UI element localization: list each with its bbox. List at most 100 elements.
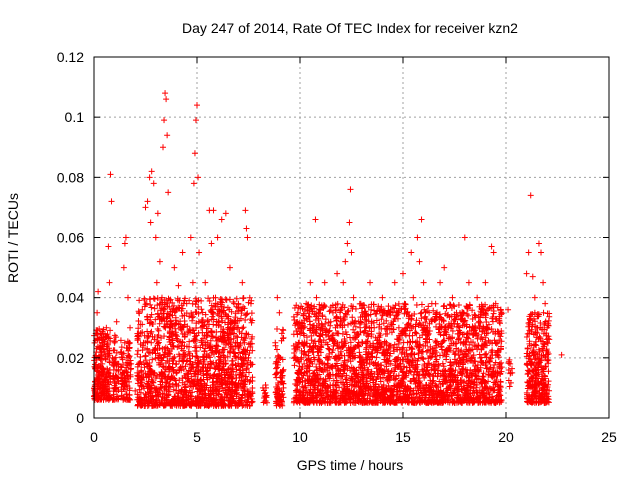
data-point	[395, 300, 402, 307]
data-point	[235, 402, 242, 409]
data-point	[148, 304, 155, 311]
data-point	[237, 315, 244, 322]
data-point	[161, 117, 168, 124]
data-point	[151, 295, 158, 302]
data-point	[218, 394, 225, 401]
data-point	[187, 389, 194, 396]
data-point	[235, 308, 242, 315]
data-point	[362, 324, 369, 331]
data-point	[241, 383, 248, 390]
data-point	[180, 324, 187, 331]
data-point	[173, 387, 180, 394]
data-point	[144, 345, 151, 352]
data-point	[105, 370, 112, 377]
data-point	[189, 300, 196, 307]
data-point	[225, 335, 232, 342]
data-point	[197, 344, 204, 351]
data-point	[152, 385, 159, 392]
data-point	[230, 349, 237, 356]
data-point	[154, 210, 161, 217]
data-point	[239, 325, 246, 332]
data-point	[173, 399, 180, 406]
data-point	[196, 360, 203, 367]
data-point	[382, 330, 389, 337]
data-point	[138, 361, 145, 368]
data-point	[204, 364, 211, 371]
data-point	[233, 295, 240, 302]
data-point	[176, 377, 183, 384]
data-point	[179, 363, 186, 370]
data-point	[231, 381, 238, 388]
data-point	[246, 350, 253, 357]
data-point	[145, 383, 152, 390]
data-point	[229, 364, 236, 371]
data-point	[155, 389, 162, 396]
data-point	[103, 395, 110, 402]
data-point	[249, 333, 256, 340]
data-point	[224, 313, 231, 320]
data-point	[110, 388, 117, 395]
data-point	[215, 322, 222, 329]
data-point	[124, 338, 131, 345]
data-point	[197, 402, 204, 409]
data-point	[169, 396, 176, 403]
data-point	[107, 327, 114, 334]
data-point	[162, 383, 169, 390]
data-point	[248, 395, 255, 402]
data-point	[189, 317, 196, 324]
data-point	[137, 353, 144, 360]
data-point	[249, 374, 256, 381]
data-point	[220, 334, 227, 341]
data-point	[146, 296, 153, 303]
data-point	[272, 371, 279, 378]
data-point	[155, 332, 162, 339]
data-point	[171, 393, 178, 400]
data-point	[147, 301, 154, 308]
data-point	[238, 372, 245, 379]
data-point	[212, 300, 219, 307]
data-point	[169, 306, 176, 313]
data-point	[455, 301, 462, 308]
data-point	[127, 373, 134, 380]
data-point	[113, 318, 120, 325]
data-point	[194, 354, 201, 361]
data-point	[118, 384, 125, 391]
data-point	[216, 365, 223, 372]
data-point	[193, 343, 200, 350]
data-point	[490, 310, 497, 317]
data-point	[467, 367, 474, 374]
data-point	[160, 323, 167, 330]
data-point	[122, 234, 129, 241]
data-point	[209, 306, 216, 313]
data-point	[212, 387, 219, 394]
data-point	[246, 294, 253, 301]
data-point	[224, 304, 231, 311]
data-point	[242, 351, 249, 358]
data-point	[214, 310, 221, 317]
data-point	[147, 368, 154, 375]
data-point	[99, 337, 106, 344]
data-point	[418, 309, 425, 316]
data-point	[118, 364, 125, 371]
data-point	[193, 309, 200, 316]
data-point	[170, 366, 177, 373]
data-point	[180, 390, 187, 397]
data-point	[204, 317, 211, 324]
data-point	[163, 396, 170, 403]
data-point	[121, 240, 128, 247]
data-point	[185, 375, 192, 382]
data-point	[192, 301, 199, 308]
data-point	[233, 387, 240, 394]
data-point	[193, 402, 200, 409]
data-point	[91, 396, 98, 403]
data-point	[162, 359, 169, 366]
data-point	[219, 328, 226, 335]
data-point	[225, 324, 232, 331]
data-point	[173, 360, 180, 367]
data-point	[219, 375, 226, 382]
data-point	[231, 390, 238, 397]
data-point	[204, 318, 211, 325]
data-point	[162, 90, 169, 97]
data-point	[172, 308, 179, 315]
data-point	[95, 288, 102, 295]
